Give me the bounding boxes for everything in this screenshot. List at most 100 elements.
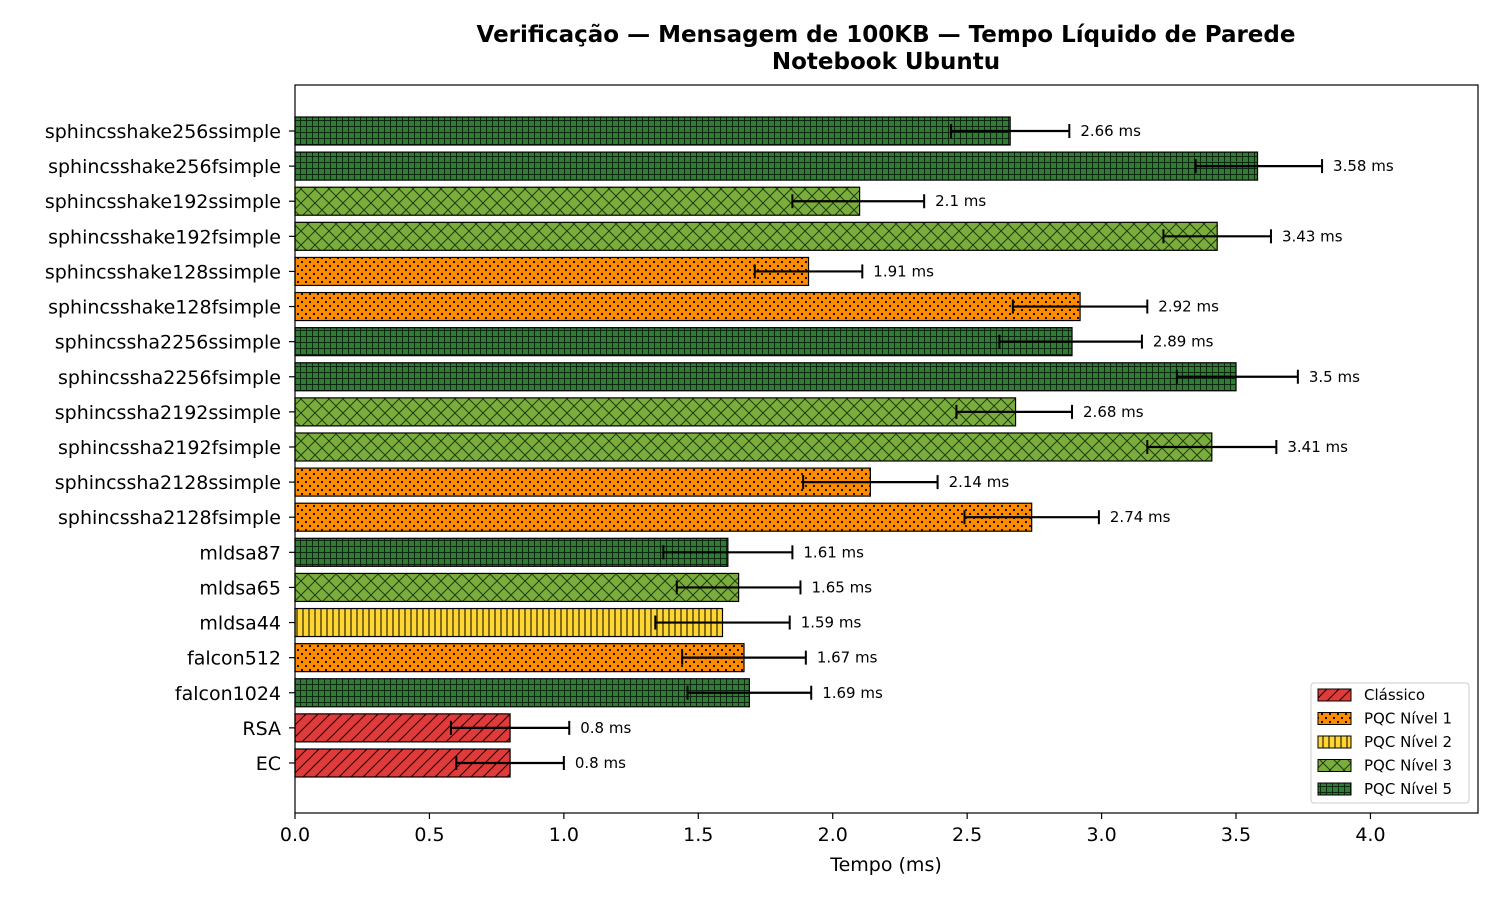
legend-label: PQC Nível 2 xyxy=(1364,733,1452,751)
legend-swatch xyxy=(1317,782,1352,796)
value-label: 3.5 ms xyxy=(1309,368,1360,386)
y-tick-label: sphincsshake192ssimple xyxy=(45,191,281,213)
y-tick-label: mldsa44 xyxy=(199,613,281,635)
error-bar xyxy=(681,650,807,665)
bar xyxy=(294,537,729,567)
value-label: 2.14 ms xyxy=(949,473,1010,491)
y-tick-label: mldsa65 xyxy=(199,577,281,599)
y-tick-label: sphincssha2256ssimple xyxy=(55,332,281,354)
y-tick-label: sphincsshake128ssimple xyxy=(45,261,281,283)
y-tick-label: sphincsshake192fsimple xyxy=(48,226,281,248)
value-label: 0.8 ms xyxy=(580,719,631,737)
y-tick-label: sphincssha2192ssimple xyxy=(55,402,281,424)
value-label: 1.67 ms xyxy=(817,649,878,667)
y-tick-label: mldsa87 xyxy=(199,542,281,564)
legend-label: PQC Nível 3 xyxy=(1364,757,1452,775)
x-axis-label: Tempo (ms) xyxy=(829,854,942,876)
value-label: 2.66 ms xyxy=(1080,122,1141,140)
y-axis: sphincsshake256ssimple sphincsshake256fsi… xyxy=(45,121,295,775)
error-bar xyxy=(791,194,926,209)
legend-swatch xyxy=(1317,712,1352,725)
bar xyxy=(294,678,750,708)
y-tick-label: sphincssha2256fsimple xyxy=(58,367,281,389)
error-bar xyxy=(1162,229,1272,244)
value-label: 3.41 ms xyxy=(1287,438,1348,456)
value-label: 1.61 ms xyxy=(803,543,864,561)
x-tick-label: 2.5 xyxy=(952,824,982,846)
y-tick-label: sphincssha2192fsimple xyxy=(58,437,281,459)
error-bar xyxy=(1175,369,1299,384)
legend-swatch xyxy=(1317,735,1352,749)
value-label: 3.58 ms xyxy=(1333,157,1394,175)
legend-swatch xyxy=(1317,688,1352,702)
bar xyxy=(294,291,1081,322)
bar xyxy=(294,467,871,497)
x-tick-label: 1.5 xyxy=(683,824,713,846)
error-bar xyxy=(1011,299,1149,314)
legend-label: Clássico xyxy=(1364,686,1425,704)
error-bar xyxy=(686,685,813,700)
bar xyxy=(294,256,810,287)
error-bar xyxy=(662,545,794,560)
value-labels-layer: 2.66 ms 3.58 ms 2.1 ms 3.43 ms 1.91 ms 2.92 m… xyxy=(575,122,1394,772)
y-tick-label: RSA xyxy=(242,718,281,740)
x-tick-label: 1.0 xyxy=(549,824,579,846)
value-label: 2.1 ms xyxy=(935,192,986,210)
error-bar xyxy=(455,755,565,770)
bar xyxy=(294,362,1237,392)
bar xyxy=(294,643,745,673)
error-bar xyxy=(802,475,939,490)
value-label: 1.59 ms xyxy=(801,614,862,632)
y-tick-label: sphincsshake256fsimple xyxy=(48,156,281,178)
bar xyxy=(294,432,1213,462)
error-bars-layer xyxy=(449,124,1324,770)
bar xyxy=(294,502,1033,532)
error-bar xyxy=(1194,159,1324,174)
legend-label: PQC Nível 1 xyxy=(1364,710,1452,728)
y-tick-label: sphincsshake256ssimple xyxy=(45,121,281,143)
bar xyxy=(294,607,724,638)
chart-title: Verificação — Mensagem de 100KB — Tempo … xyxy=(477,22,1296,48)
error-bar xyxy=(449,720,571,735)
chart-subtitle: Notebook Ubuntu xyxy=(772,49,1000,75)
y-tick-label: EC xyxy=(256,753,281,775)
bars-layer xyxy=(294,116,1259,778)
error-bar xyxy=(950,124,1071,138)
bar xyxy=(294,186,861,216)
bar xyxy=(294,572,740,603)
legend: Clássico PQC Nível 1 PQC Nível 2 PQC Nível … xyxy=(1310,682,1470,804)
value-label: 2.89 ms xyxy=(1153,333,1214,351)
value-label: 2.68 ms xyxy=(1083,403,1144,421)
legend-label: PQC Nível 5 xyxy=(1364,780,1452,798)
value-label: 1.91 ms xyxy=(873,262,934,280)
x-axis: 0.0 0.5 1.0 1.5 2.0 2.5 3.0 3.5 4.0 xyxy=(280,813,1386,846)
value-label: 3.43 ms xyxy=(1282,227,1343,245)
error-bar xyxy=(753,264,864,279)
x-tick-label: 3.5 xyxy=(1221,824,1251,846)
y-tick-label: falcon512 xyxy=(187,648,281,670)
x-tick-label: 0.5 xyxy=(414,824,444,846)
value-label: 0.8 ms xyxy=(575,754,626,772)
error-bar xyxy=(654,615,791,630)
error-bar xyxy=(675,580,802,595)
bar xyxy=(294,397,1017,427)
legend-swatch xyxy=(1317,759,1352,772)
value-label: 2.74 ms xyxy=(1110,508,1171,526)
x-tick-label: 2.0 xyxy=(818,824,848,846)
x-tick-label: 4.0 xyxy=(1355,824,1385,846)
y-tick-label: falcon1024 xyxy=(175,683,281,705)
x-tick-label: 3.0 xyxy=(1086,824,1116,846)
error-bar xyxy=(998,334,1143,349)
bar xyxy=(294,221,1218,251)
y-tick-label: sphincsshake128fsimple xyxy=(48,297,281,319)
bar xyxy=(294,327,1073,357)
plot-frame xyxy=(294,84,1479,814)
value-label: 2.92 ms xyxy=(1158,298,1219,316)
error-bar xyxy=(1146,439,1278,454)
value-label: 1.65 ms xyxy=(811,578,872,596)
error-bar xyxy=(963,510,1100,525)
bar xyxy=(294,151,1259,181)
error-bar xyxy=(955,404,1074,419)
y-tick-label: sphincssha2128fsimple xyxy=(58,507,281,529)
